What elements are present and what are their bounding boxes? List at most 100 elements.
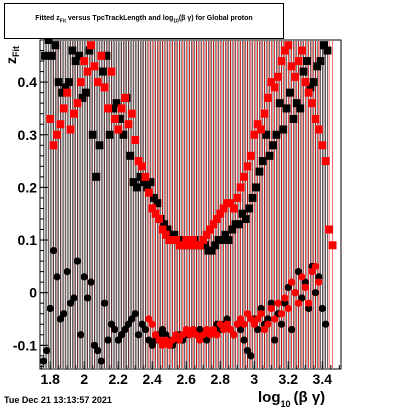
data-point-square xyxy=(296,104,305,113)
data-point-square xyxy=(268,141,277,150)
data-point-square xyxy=(216,209,225,218)
data-point-square xyxy=(53,130,62,139)
data-point-circle xyxy=(220,325,228,334)
data-point-circle xyxy=(94,346,102,355)
data-point-circle xyxy=(182,325,190,334)
data-point-circle xyxy=(267,304,275,313)
data-point-square xyxy=(189,236,198,245)
data-point-square xyxy=(265,151,274,160)
data-point-circle xyxy=(271,315,279,323)
data-point-square xyxy=(70,109,79,118)
data-point-square xyxy=(246,151,255,160)
data-point-square xyxy=(110,114,119,123)
data-point-circle xyxy=(73,257,82,265)
data-point-square xyxy=(287,62,296,71)
data-point-square xyxy=(160,220,169,229)
data-point-square xyxy=(97,51,106,60)
y-tick-label: 0.1 xyxy=(18,232,38,248)
data-point-square xyxy=(267,78,276,87)
data-point-circle xyxy=(237,325,245,334)
data-point-circle xyxy=(223,315,231,323)
data-point-square xyxy=(115,114,124,123)
data-point-square xyxy=(185,241,194,250)
data-point-circle xyxy=(254,315,262,323)
data-point-square xyxy=(119,130,128,139)
data-point-square xyxy=(328,241,337,250)
data-point-square xyxy=(153,199,162,208)
x-tick-label: 2.4 xyxy=(143,371,163,387)
data-point-circle xyxy=(216,320,224,328)
data-point-square xyxy=(81,88,90,97)
data-point-circle xyxy=(56,315,65,323)
data-point-circle xyxy=(165,341,173,349)
data-point-circle xyxy=(315,273,323,281)
data-point-circle xyxy=(284,304,292,313)
data-point-circle xyxy=(84,294,92,302)
title-box: Fitted zFit versus TpcTrackLength and lo… xyxy=(4,3,284,39)
data-point-square xyxy=(139,178,148,187)
data-point-circle xyxy=(141,325,150,334)
data-point-square xyxy=(308,99,317,108)
data-point-square xyxy=(299,67,308,76)
data-point-circle xyxy=(288,325,296,334)
data-point-circle xyxy=(264,315,272,323)
data-point-circle xyxy=(63,268,71,276)
data-point-circle xyxy=(291,289,299,297)
data-point-square xyxy=(257,125,266,134)
data-point-circle xyxy=(281,299,289,307)
data-point-square xyxy=(109,104,118,113)
chart-title: Fitted zFit versus TpcTrackLength and lo… xyxy=(35,15,253,25)
data-point-circle xyxy=(172,331,180,339)
error-bars xyxy=(43,41,333,368)
data-point-circle xyxy=(43,346,51,355)
data-point-square xyxy=(240,172,249,181)
x-tick-label: 2.8 xyxy=(211,371,231,387)
data-point-square xyxy=(297,46,306,55)
data-point-circle xyxy=(196,325,204,334)
data-point-circle xyxy=(311,262,320,270)
data-point-square xyxy=(56,120,65,129)
data-point-square xyxy=(98,67,107,76)
data-point-circle xyxy=(243,310,252,318)
data-point-square xyxy=(200,241,209,250)
data-point-square xyxy=(114,125,123,134)
data-point-circle xyxy=(121,325,129,334)
data-point-circle xyxy=(318,304,326,313)
data-point-square xyxy=(129,178,138,187)
data-point-square xyxy=(163,225,172,234)
data-point-square xyxy=(144,188,153,197)
data-point-square xyxy=(127,109,136,118)
y-axis-label: zFit xyxy=(3,46,21,64)
data-point-circle xyxy=(277,320,286,328)
data-point-square xyxy=(141,172,150,181)
data-point-square xyxy=(80,57,89,66)
data-point-circle xyxy=(257,310,265,318)
data-point-circle xyxy=(284,283,292,292)
data-point-circle xyxy=(247,352,255,360)
data-point-square xyxy=(263,93,272,102)
data-point-square xyxy=(250,130,259,139)
data-point-circle xyxy=(138,320,146,328)
data-point-square xyxy=(228,225,237,234)
data-point-circle xyxy=(196,336,204,344)
data-point-square xyxy=(104,104,113,113)
y-tick-label: -0.1 xyxy=(13,337,37,353)
data-point-square xyxy=(206,225,215,234)
data-point-circle xyxy=(145,315,153,323)
data-point-circle xyxy=(101,299,109,307)
data-point-circle xyxy=(87,278,95,286)
data-point-circle xyxy=(267,299,275,307)
data-point-circle xyxy=(322,320,330,328)
data-point-square xyxy=(105,130,114,139)
data-point-circle xyxy=(179,331,187,339)
data-point-circle xyxy=(250,320,258,328)
data-point-square xyxy=(251,183,260,192)
data-point-square xyxy=(270,83,279,92)
timestamp: Tue Dec 21 13:13:57 2021 xyxy=(4,395,112,405)
data-point-circle xyxy=(111,325,119,334)
data-point-square xyxy=(285,88,294,97)
data-point-circle xyxy=(264,320,272,328)
data-point-circle xyxy=(298,273,306,281)
data-point-square xyxy=(277,57,286,66)
data-point-square xyxy=(146,178,155,187)
